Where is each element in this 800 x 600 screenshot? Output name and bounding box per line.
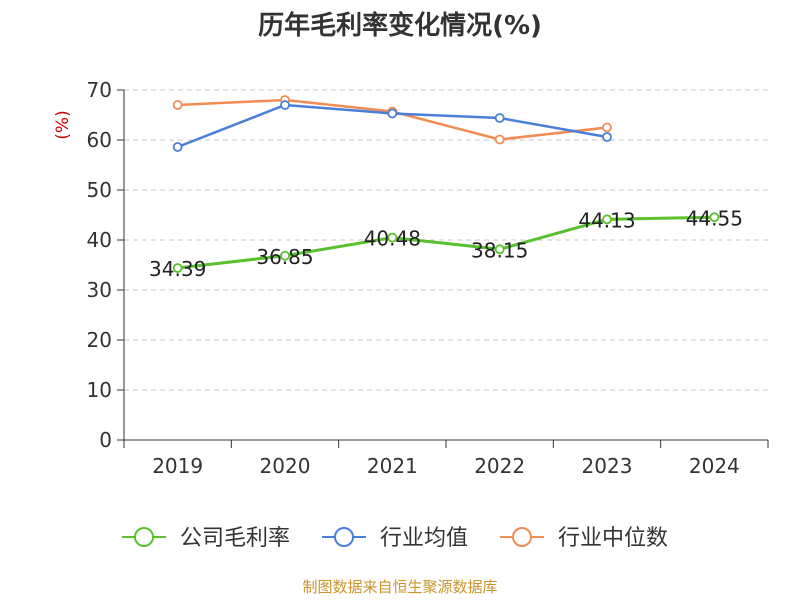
data-point <box>280 100 290 110</box>
series-line <box>177 215 715 270</box>
x-tick-labels: 2019 2020 2021 2022 2023 2024 <box>152 454 740 478</box>
x-tick-label: 2023 <box>582 454 633 478</box>
y-tick-label: 30 <box>87 278 112 302</box>
data-label: 44.55 <box>686 206 743 230</box>
data-point <box>494 113 505 123</box>
data-point <box>709 212 720 223</box>
legend-label: 公司毛利率 <box>180 526 290 551</box>
data-label: 44.13 <box>578 208 635 232</box>
data-point <box>172 142 183 152</box>
y-tick-label: 70 <box>87 78 112 102</box>
chart-title: 历年毛利率变化情况(%) <box>258 10 542 41</box>
legend-marker <box>134 527 154 547</box>
data-point <box>494 244 505 255</box>
data-label: 34.39 <box>149 257 206 281</box>
data-label: 38.15 <box>471 238 528 262</box>
y-axis-label: (%) <box>53 110 73 139</box>
y-tick-label: 50 <box>87 178 112 202</box>
legend-item: 行业均值 <box>322 526 468 551</box>
data-point <box>172 263 183 273</box>
data-point <box>494 134 505 145</box>
y-tick-label: 0 <box>99 428 112 452</box>
axes <box>117 89 769 448</box>
legend-label: 行业均值 <box>380 526 468 551</box>
y-tick-label: 10 <box>87 378 112 402</box>
legend: 公司毛利率 行业均值 行业中位数 <box>122 526 668 551</box>
gridlines <box>124 89 768 391</box>
x-tick-label: 2021 <box>367 454 418 478</box>
data-label: 40.48 <box>364 227 421 251</box>
legend-label: 行业中位数 <box>558 526 668 551</box>
legend-marker <box>334 527 354 547</box>
series-lines <box>172 95 720 273</box>
series-0 <box>172 212 720 273</box>
x-tick-label: 2020 <box>260 454 311 478</box>
x-tick-label: 2019 <box>152 454 203 478</box>
y-tick-label: 40 <box>87 228 112 252</box>
data-label: 36.85 <box>256 245 313 269</box>
data-point <box>602 122 612 133</box>
legend-item: 行业中位数 <box>500 526 668 551</box>
data-point <box>602 214 612 225</box>
data-labels: 34.39 36.85 40.48 38.15 44.13 44.55 <box>149 206 743 281</box>
data-point <box>387 232 398 243</box>
legend-item: 公司毛利率 <box>122 526 290 551</box>
series-1 <box>172 100 612 152</box>
data-point <box>280 250 290 261</box>
data-point <box>387 108 398 119</box>
source-note: 制图数据来自恒生聚源数据库 <box>302 578 497 596</box>
y-tick-label: 20 <box>87 328 112 352</box>
data-point <box>172 100 183 110</box>
series-line <box>177 98 608 141</box>
x-tick-label: 2024 <box>689 454 740 478</box>
legend-marker <box>512 527 532 547</box>
data-point <box>602 132 612 142</box>
series-2 <box>172 95 612 145</box>
y-tick-label: 60 <box>87 128 112 152</box>
x-tick-label: 2022 <box>474 454 525 478</box>
y-tick-labels: 0 10 20 30 40 50 60 70 <box>87 78 112 452</box>
